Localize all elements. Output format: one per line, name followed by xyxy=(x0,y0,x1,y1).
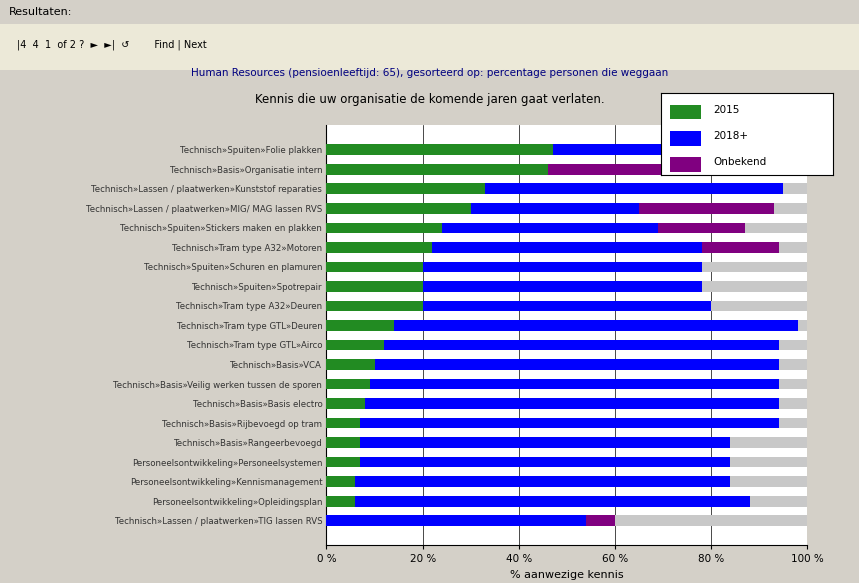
Bar xyxy=(670,157,701,171)
Bar xyxy=(326,281,807,292)
Bar xyxy=(326,417,360,429)
Bar xyxy=(485,184,783,194)
Bar xyxy=(326,476,807,487)
Bar xyxy=(326,301,807,311)
Bar xyxy=(326,340,807,350)
Bar xyxy=(326,398,365,409)
Bar xyxy=(326,145,552,155)
Text: Onbekend: Onbekend xyxy=(713,157,766,167)
Bar xyxy=(326,223,442,233)
Bar xyxy=(658,223,745,233)
Text: Resultaten:: Resultaten: xyxy=(9,7,72,17)
Bar xyxy=(326,515,586,526)
Bar xyxy=(326,242,807,253)
Bar xyxy=(326,515,807,526)
Bar xyxy=(326,359,807,370)
Bar xyxy=(670,131,701,146)
Bar xyxy=(326,223,807,233)
Bar xyxy=(326,378,369,389)
Bar xyxy=(356,496,750,507)
Bar xyxy=(702,242,778,253)
Bar xyxy=(586,515,615,526)
Bar xyxy=(393,320,798,331)
Bar xyxy=(326,320,807,331)
Bar xyxy=(326,145,807,155)
X-axis label: % aanwezige kennis: % aanwezige kennis xyxy=(510,570,624,580)
Bar xyxy=(423,281,702,292)
Bar xyxy=(326,164,807,175)
Bar xyxy=(326,320,393,331)
Bar xyxy=(326,203,807,214)
Bar xyxy=(326,184,485,194)
Bar xyxy=(326,496,807,507)
Bar xyxy=(369,378,778,389)
Bar xyxy=(384,340,778,350)
Bar xyxy=(326,262,423,272)
Bar xyxy=(326,398,807,409)
Bar xyxy=(326,262,807,272)
Bar xyxy=(423,262,702,272)
Bar xyxy=(375,359,778,370)
Text: Human Resources (pensioenleeftijd: 65), gesorteerd op: percentage personen die w: Human Resources (pensioenleeftijd: 65), … xyxy=(191,68,668,78)
Bar xyxy=(326,496,356,507)
Bar xyxy=(326,417,807,429)
Text: 2018+: 2018+ xyxy=(713,131,748,141)
Bar xyxy=(639,203,774,214)
Bar xyxy=(548,164,774,175)
Bar xyxy=(326,184,807,194)
Bar xyxy=(326,281,423,292)
Bar xyxy=(326,378,807,389)
Bar xyxy=(471,203,639,214)
Bar xyxy=(432,242,702,253)
Bar xyxy=(326,203,471,214)
Bar xyxy=(360,437,730,448)
Bar xyxy=(356,476,730,487)
Bar xyxy=(423,301,711,311)
Bar xyxy=(326,242,432,253)
Bar xyxy=(552,145,783,155)
Bar xyxy=(326,359,375,370)
Bar xyxy=(326,476,356,487)
Bar xyxy=(360,456,730,468)
Text: Kennis die uw organisatie de komende jaren gaat verlaten.: Kennis die uw organisatie de komende jar… xyxy=(254,93,605,106)
Text: 2015: 2015 xyxy=(713,104,740,115)
Bar xyxy=(326,301,423,311)
Bar xyxy=(326,437,807,448)
Bar xyxy=(326,456,807,468)
Bar xyxy=(326,340,384,350)
Bar xyxy=(670,105,701,120)
Bar xyxy=(442,223,658,233)
Bar xyxy=(365,398,778,409)
Bar xyxy=(326,456,360,468)
Bar xyxy=(360,417,778,429)
Bar xyxy=(326,437,360,448)
Text: |4  4  1  of 2 ?  ►  ►|  ↺        Find | Next: |4 4 1 of 2 ? ► ►| ↺ Find | Next xyxy=(17,40,207,50)
Bar xyxy=(326,164,548,175)
